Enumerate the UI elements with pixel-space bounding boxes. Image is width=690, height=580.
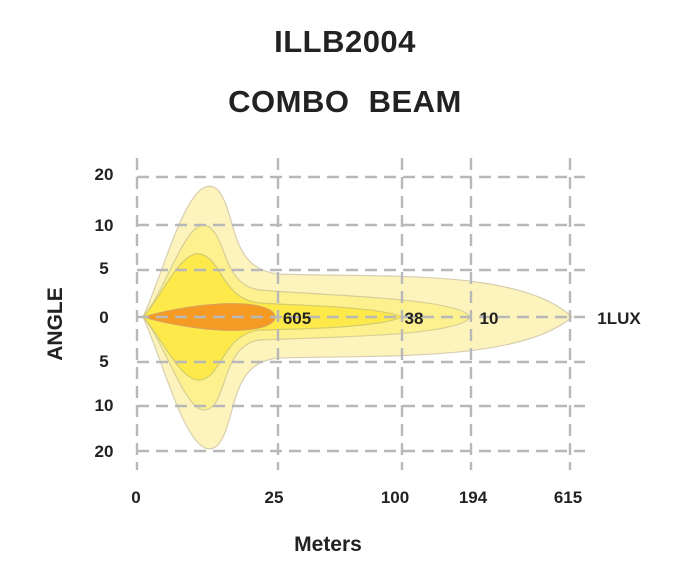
x-tick-label: 0 (131, 488, 140, 507)
y-tick-label: 5 (99, 259, 108, 278)
x-tick-label: 25 (265, 488, 284, 507)
y-tick-label: 5 (99, 352, 108, 371)
x-tick-label: 194 (459, 488, 488, 507)
y-tick-label: 10 (95, 216, 114, 235)
x-tick-label: 100 (381, 488, 409, 507)
zone-label-605: 605 (283, 309, 311, 328)
zone-label-1lux: 1LUX (597, 309, 641, 328)
grid-lines (135, 158, 585, 470)
zone-label-10: 10 (480, 309, 499, 328)
y-tick-label: 10 (95, 396, 114, 415)
y-axis-title: ANGLE (44, 287, 67, 361)
chart-subtitle: COMBO BEAM (228, 84, 462, 119)
y-tick-label: 20 (95, 442, 114, 461)
y-tick-label: 0 (99, 308, 108, 327)
x-axis-title: Meters (294, 533, 362, 556)
zone-label-38: 38 (405, 309, 424, 328)
x-tick-label: 615 (554, 488, 582, 507)
chart-title: ILLB2004 (274, 24, 416, 59)
y-tick-label: 20 (95, 165, 114, 184)
